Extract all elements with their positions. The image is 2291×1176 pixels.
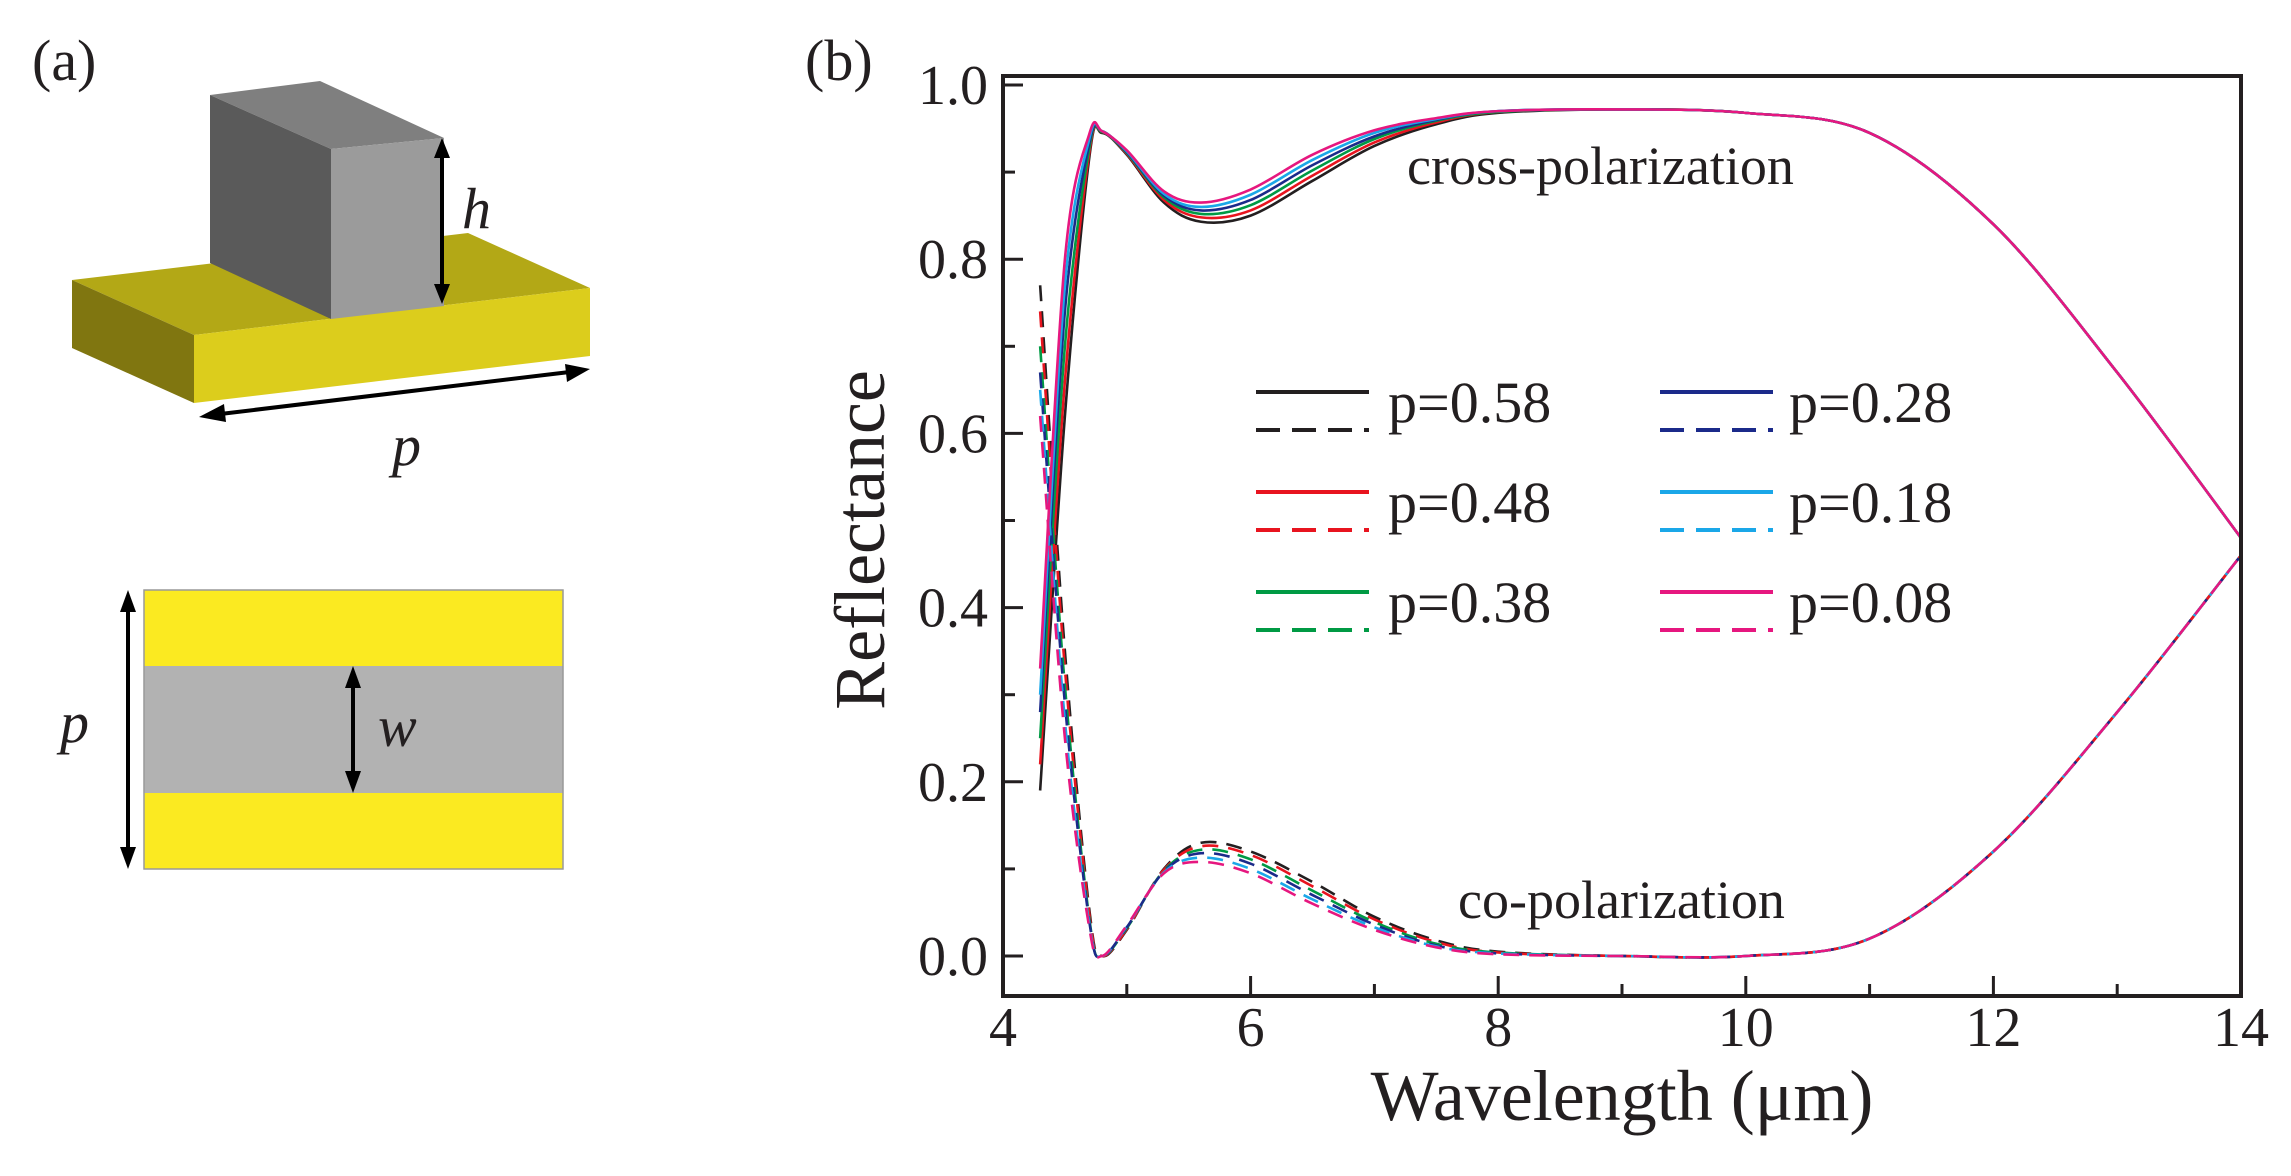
legend-entry-p0.58: p=0.58 [1256, 370, 1551, 435]
legend-label: p=0.08 [1789, 570, 1952, 635]
cross-pol-line-p0.58 [1038, 108, 2241, 791]
axis-ticks [1001, 83, 2243, 996]
panel-b: (b) 4 6 8 10 12 14 0.0 0.2 0.4 0.6 0.8 1.0 Wavelen… [805, 28, 2269, 1136]
y-tick-labels: 0.0 0.2 0.4 0.6 0.8 1.0 [918, 55, 988, 988]
x-axis-label: Wavelength (μm) [1371, 1056, 1874, 1136]
y-tick-label: 0.4 [918, 578, 988, 640]
legend-entry-p0.38: p=0.38 [1256, 570, 1551, 635]
substrate-left-face [72, 280, 194, 403]
substrate-front-face [194, 288, 590, 403]
legend: p=0.58 p=0.48 p=0.38 p=0.28 p=0.18 p=0.08 [1256, 370, 1952, 635]
pillar-left-face [210, 95, 331, 319]
height-label: h [462, 176, 491, 241]
cross-pol-line-p0.48 [1038, 108, 2241, 765]
x-tick-label: 14 [2213, 997, 2269, 1059]
width-arrow [345, 666, 361, 793]
period-arrow-top [199, 364, 590, 422]
co-pol-line-p0.48 [1038, 311, 2241, 959]
x-tick-label: 10 [1718, 997, 1774, 1059]
legend-entry-p0.28: p=0.28 [1660, 370, 1952, 435]
pillar-front-face [331, 138, 444, 319]
panel-a: (a) h p [32, 28, 590, 870]
y-tick-label: 0.0 [918, 926, 988, 988]
co-pol-line-p0.38 [1038, 346, 2241, 959]
cross-pol-line-p0.18 [1038, 108, 2241, 695]
unit-cell-3d: h p [72, 81, 590, 478]
x-tick-label: 12 [1965, 997, 2021, 1059]
y-axis-label: Reflectance [820, 370, 900, 710]
legend-label: p=0.48 [1388, 470, 1551, 535]
panel-b-label: (b) [805, 28, 873, 93]
y-tick-label: 0.2 [918, 752, 988, 814]
cell-outline [143, 589, 564, 870]
legend-label: p=0.38 [1388, 570, 1551, 635]
gold-strip-top [144, 590, 563, 666]
legend-label: p=0.28 [1789, 370, 1952, 435]
panel-a-label: (a) [32, 28, 96, 93]
legend-label: p=0.18 [1789, 470, 1952, 535]
legend-entry-p0.08: p=0.08 [1660, 570, 1952, 635]
co-polarization-annotation: co-polarization [1458, 870, 1785, 930]
x-tick-label: 6 [1237, 997, 1265, 1059]
pillar-top-face [210, 81, 444, 149]
width-label: w [378, 694, 417, 759]
cross-pol-line-p0.08 [1038, 108, 2241, 669]
plot-curves [1038, 107, 2241, 959]
x-tick-labels: 4 6 8 10 12 14 [989, 997, 2269, 1059]
co-pol-line-p0.58 [1038, 285, 2241, 959]
legend-label: p=0.58 [1388, 370, 1551, 435]
unit-cell-top-view: p w [56, 589, 564, 870]
height-arrow [434, 138, 450, 304]
y-tick-label: 1.0 [918, 55, 988, 117]
y-tick-label: 0.6 [918, 403, 988, 465]
x-tick-label: 4 [989, 997, 1017, 1059]
legend-entry-p0.48: p=0.48 [1256, 470, 1551, 535]
period-label-top: p [388, 413, 421, 478]
period-label-side: p [56, 690, 89, 755]
period-arrow-side [120, 590, 136, 869]
cross-polarization-annotation: cross-polarization [1407, 136, 1794, 196]
legend-entry-p0.18: p=0.18 [1660, 470, 1952, 535]
gold-strip-bottom [144, 793, 563, 869]
y-tick-label: 0.8 [918, 229, 988, 291]
x-tick-label: 8 [1484, 997, 1512, 1059]
